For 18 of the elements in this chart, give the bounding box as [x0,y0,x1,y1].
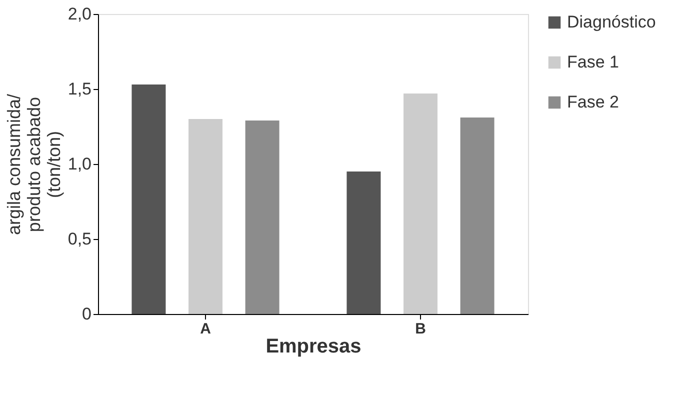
legend-label: Fase 1 [567,52,619,72]
legend-label: Diagnóstico [567,12,656,32]
y-axis-title: argila consumida/ produto acabado (ton/ton) [4,94,64,236]
y-tick-label: 2,0 [68,4,92,24]
legend-label: Fase 2 [567,92,619,112]
x-tick-label: A [200,320,212,338]
bar [188,119,222,314]
bar [132,84,166,314]
x-tick-label: B [415,320,426,338]
y-tick-label: 0,5 [68,230,92,248]
y-tick-label: 0 [82,304,92,324]
bar [404,94,438,314]
y-tick-label: 1,5 [68,80,92,98]
y-tick-label: 1,0 [68,154,92,174]
x-axis-title: Empresas [266,336,362,358]
bar [245,120,280,314]
bar [346,172,381,314]
bar [460,118,494,314]
